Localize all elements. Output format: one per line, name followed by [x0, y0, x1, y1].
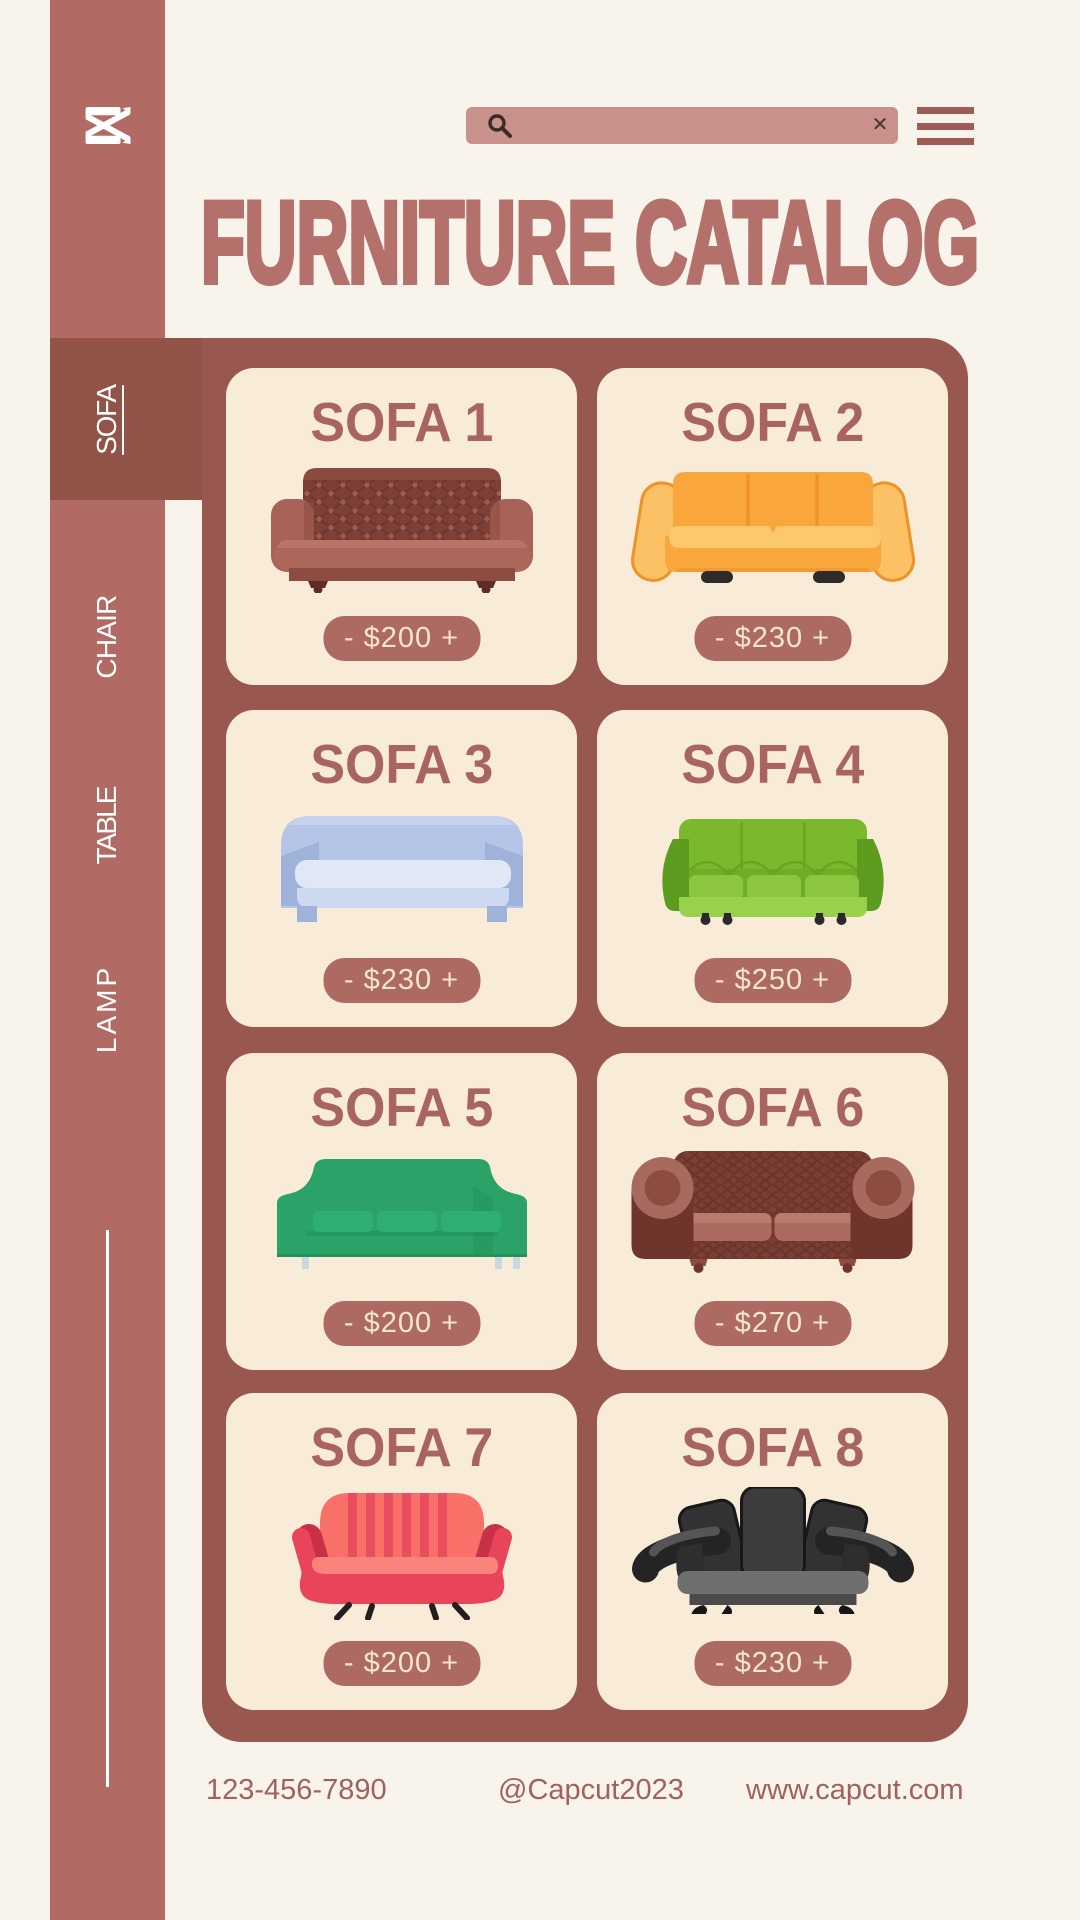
svg-text:FURNITURE CATALOG: FURNITURE CATALOG [201, 182, 979, 292]
